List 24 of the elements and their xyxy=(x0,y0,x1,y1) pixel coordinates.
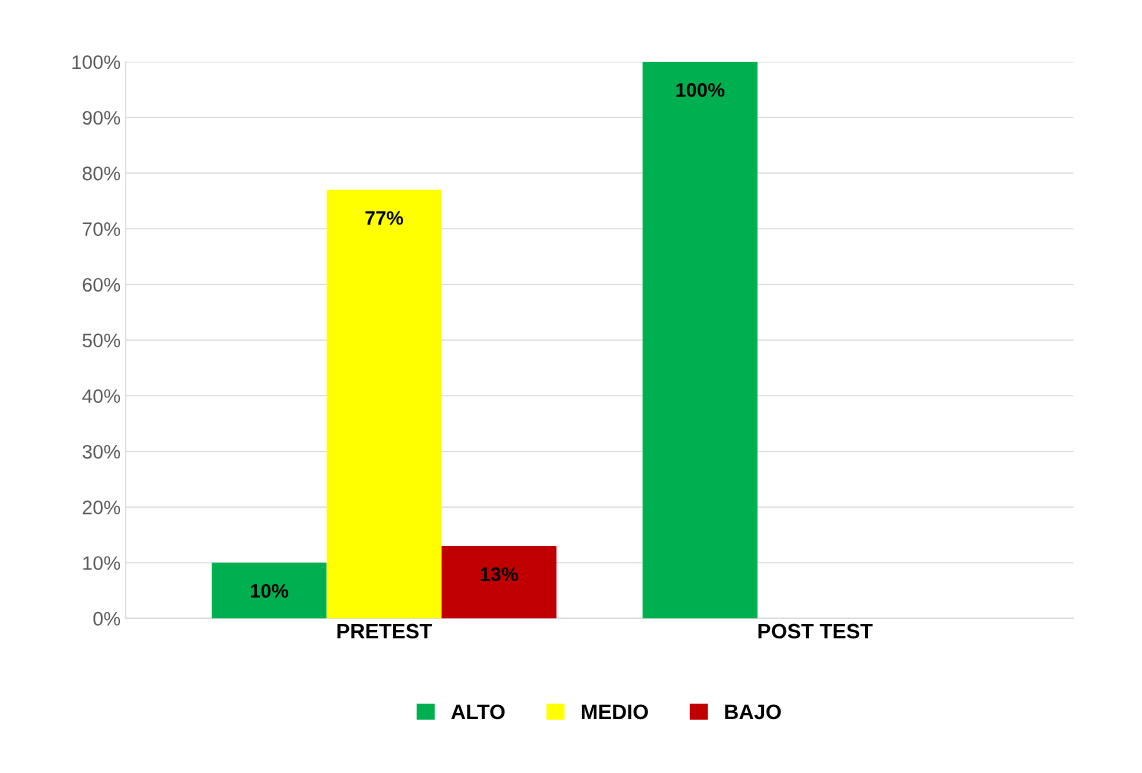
y-tick-label: 10% xyxy=(83,556,121,570)
y-tick-label: 60% xyxy=(82,277,121,292)
y-tick-label: 70% xyxy=(82,222,121,237)
legend-label: MEDIO xyxy=(581,704,648,720)
bar xyxy=(326,189,442,619)
x-tick-label: POST TEST xyxy=(758,623,873,639)
legend-label: ALTO xyxy=(451,704,505,720)
y-tick-label: 80% xyxy=(82,166,121,181)
data-label: 10% xyxy=(251,584,289,598)
y-tick-label: 100% xyxy=(72,55,121,70)
bar xyxy=(642,61,758,619)
x-tick-label: PRETEST xyxy=(337,623,432,639)
y-tick-label: 20% xyxy=(82,500,121,515)
bar xyxy=(441,546,557,619)
bar xyxy=(211,562,327,619)
y-tick-label: 90% xyxy=(82,110,121,125)
legend-label: BAJO xyxy=(725,704,781,720)
y-tick-label: 40% xyxy=(82,389,121,404)
data-label: 100% xyxy=(676,83,725,97)
y-tick-label: 0% xyxy=(93,611,121,626)
data-label: 13% xyxy=(480,567,518,582)
y-tick-label: 50% xyxy=(82,333,121,348)
data-label: 77% xyxy=(365,211,404,225)
y-tick-label: 30% xyxy=(82,444,121,459)
